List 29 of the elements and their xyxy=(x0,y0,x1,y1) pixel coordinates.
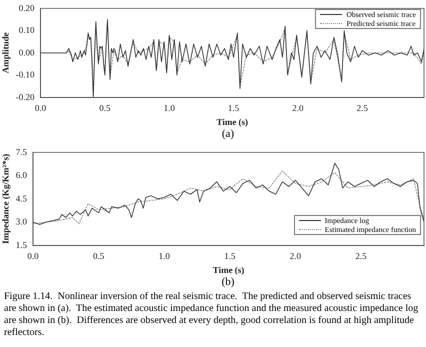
x-axis-title: Time (s) xyxy=(212,264,244,275)
y-tick-label: -0.20 xyxy=(16,92,36,102)
x-tick-label: 1.0 xyxy=(158,251,170,262)
x-tick-label: 0.0 xyxy=(34,103,47,114)
x-tick-label: 1.5 xyxy=(224,251,236,262)
x-tick-label: 1.0 xyxy=(164,103,176,114)
x-tick-label: 0.5 xyxy=(99,103,112,114)
x-tick-label: 0.0 xyxy=(27,251,40,262)
x-axis-title: Time (s) xyxy=(216,116,248,127)
text: (a) xyxy=(220,128,236,140)
caption: Figure 1.14. Nonlinear inversion of the real seismic trace. The predicted and observed seismic traces are shown in (a). The estimated acoustic impedance function and the measured acoustic impedance log are shown in (b). Differences are observed at every depth, good correlation is found at high amplitude reflectors. xyxy=(3,290,420,339)
y-tick-label: 0.20 xyxy=(18,2,36,13)
x-tick-label: 0.5 xyxy=(93,251,105,262)
y-tick-label: 4.5 xyxy=(16,193,28,204)
y-axis-title: Amplitude xyxy=(0,32,11,74)
y-tick-label: 0.10 xyxy=(18,25,36,36)
y-tick-label: -0.10 xyxy=(16,70,36,80)
y-tick-label: 0.00 xyxy=(18,47,36,58)
y-axis-title: Impedance (Kg/Km²*s) xyxy=(0,154,11,244)
y-tick-label: 7.5 xyxy=(16,146,28,157)
x-tick-label: 2.5 xyxy=(355,251,368,262)
y-tick-label: 3.0 xyxy=(16,216,28,227)
x-tick-label: 2.5 xyxy=(356,103,368,114)
x-tick-label: 2.0 xyxy=(290,251,302,262)
text: (b) xyxy=(220,276,236,288)
x-tick-label: 1.5 xyxy=(228,103,240,114)
y-tick-label: 6.0 xyxy=(16,170,28,180)
y-tick-label: 1.5 xyxy=(16,240,28,250)
x-tick-label: 2.0 xyxy=(292,103,304,114)
